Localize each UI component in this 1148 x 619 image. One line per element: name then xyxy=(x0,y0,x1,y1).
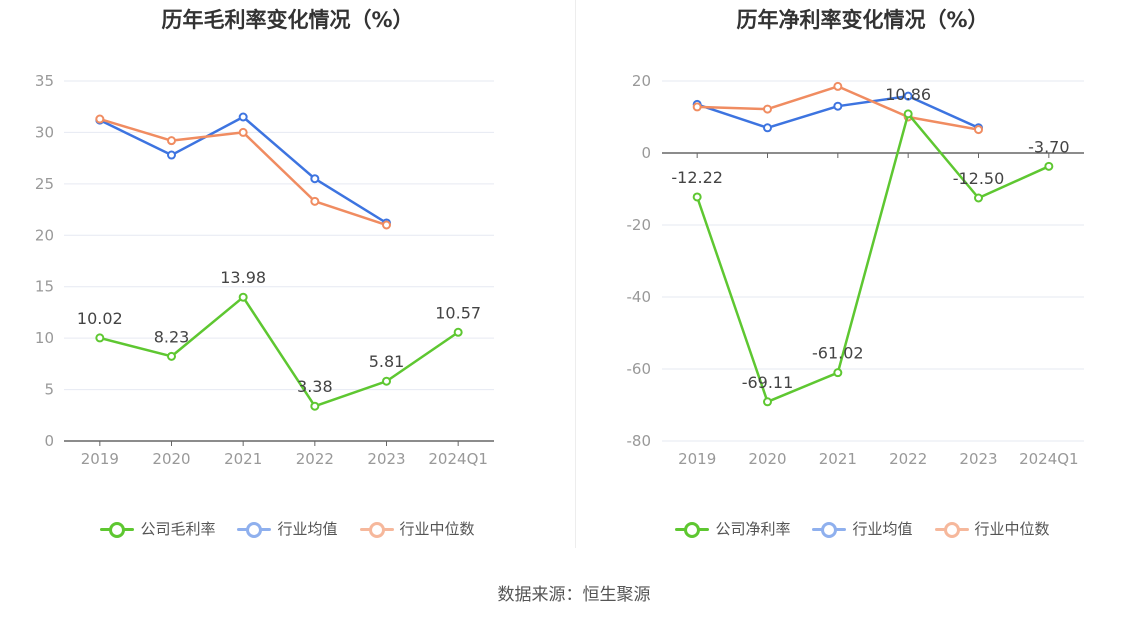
x-tick-label: 2019 xyxy=(81,450,119,468)
y-tick-label: 0 xyxy=(641,144,651,162)
data-point-median xyxy=(692,102,702,112)
data-point-company xyxy=(310,401,320,411)
x-tick-label: 2022 xyxy=(889,450,927,468)
legend-line-icon xyxy=(675,521,710,538)
data-point-company xyxy=(95,333,105,343)
data-point-median xyxy=(310,196,320,206)
data-point-avg xyxy=(903,91,913,101)
net-margin-chart: -80 -60 -40 -20 0 20 2019 2020 2021 2022 2023 2024Q… xyxy=(627,72,1084,468)
y-tick-label: 15 xyxy=(35,278,54,296)
legend-label: 公司毛利率 xyxy=(140,520,216,538)
legend-line-icon xyxy=(237,521,272,538)
legend: 公司净利率 行业均值 行业中位数 xyxy=(577,518,1148,539)
data-label: -61.02 xyxy=(812,344,864,363)
x-tick-label: 2020 xyxy=(152,450,190,468)
legend-line-icon xyxy=(100,521,135,538)
data-point-median xyxy=(833,81,843,91)
data-label: -12.22 xyxy=(671,168,723,187)
legend-item-company[interactable]: 公司毛利率 xyxy=(100,518,215,539)
legend-item-company[interactable]: 公司净利率 xyxy=(675,518,790,539)
legend-label: 行业均值 xyxy=(852,520,913,538)
data-point-avg xyxy=(238,112,248,122)
legend-label: 行业中位数 xyxy=(974,520,1050,538)
data-point-avg xyxy=(833,101,843,111)
legend-label: 行业均值 xyxy=(277,520,338,538)
data-point-company xyxy=(692,192,702,202)
x-tick-label: 2021 xyxy=(224,450,262,468)
legend-item-avg[interactable]: 行业均值 xyxy=(237,518,338,539)
y-tick-label: 20 xyxy=(632,72,651,90)
legend-item-median[interactable]: 行业中位数 xyxy=(359,518,475,539)
y-tick-label: 20 xyxy=(35,226,54,244)
data-label: 8.23 xyxy=(154,327,190,346)
legend-label: 公司净利率 xyxy=(715,520,791,538)
data-label: -69.11 xyxy=(742,373,794,392)
data-source-note: 数据来源：恒生聚源 xyxy=(497,585,651,605)
data-label: -12.50 xyxy=(953,169,1005,188)
panel-divider xyxy=(575,0,576,548)
data-point-company xyxy=(833,368,843,378)
y-tick-label: -20 xyxy=(627,216,652,234)
data-point-company xyxy=(1044,161,1054,171)
x-tick-label: 2024Q1 xyxy=(428,450,488,468)
y-tick-label: 10 xyxy=(35,329,54,347)
x-tick-label: 2023 xyxy=(959,450,997,468)
y-tick-label: 0 xyxy=(44,432,54,450)
gross-margin-chart-panel: 历年毛利率变化情况（%） 0 5 10 15 20 25 30 35 2019 2020 2021 2… xyxy=(0,0,575,560)
y-tick-label: 35 xyxy=(35,72,54,90)
data-label: 10.86 xyxy=(885,85,931,104)
data-label: 10.02 xyxy=(77,309,123,328)
x-tick-label: 2023 xyxy=(367,450,405,468)
y-tick-label: 25 xyxy=(35,175,54,193)
data-point-company xyxy=(238,292,248,302)
y-tick-label: -40 xyxy=(627,288,652,306)
y-tick-label: 30 xyxy=(35,123,54,141)
legend-item-avg[interactable]: 行业均值 xyxy=(812,518,913,539)
data-label: 3.38 xyxy=(297,377,333,396)
data-point-company xyxy=(167,351,176,361)
x-tick-label: 2024Q1 xyxy=(1019,450,1079,468)
data-point-company xyxy=(382,376,391,386)
legend-label: 行业中位数 xyxy=(399,520,475,538)
data-point-avg xyxy=(310,174,320,184)
data-point-avg xyxy=(167,150,176,160)
legend-item-median[interactable]: 行业中位数 xyxy=(934,518,1050,539)
data-point-median xyxy=(238,127,248,137)
data-point-company xyxy=(903,109,913,119)
series-line-company xyxy=(99,295,459,408)
data-label: -3.70 xyxy=(1028,137,1069,156)
legend-line-icon xyxy=(812,521,847,538)
net-margin-chart-panel: 历年净利率变化情况（%） -80 -60 -40 -20 0 20 2019 2020 2021… xyxy=(577,0,1148,560)
chart-title: 历年净利率变化情况（%） xyxy=(736,8,989,32)
chart-title: 历年毛利率变化情况（%） xyxy=(161,8,414,32)
y-tick-label: -80 xyxy=(627,432,652,450)
x-tick-label: 2020 xyxy=(748,450,786,468)
legend: 公司毛利率 行业均值 行业中位数 xyxy=(0,518,575,539)
y-tick-label: -60 xyxy=(627,360,652,378)
data-point-avg xyxy=(763,123,772,133)
data-point-median xyxy=(763,104,772,114)
data-point-median xyxy=(382,220,391,230)
data-point-median xyxy=(167,136,176,146)
data-point-company xyxy=(763,397,772,407)
legend-line-icon xyxy=(359,521,394,538)
data-label: 5.81 xyxy=(369,352,405,371)
gross-margin-chart: 0 5 10 15 20 25 30 35 2019 2020 2021 2022 2023 2024Q1… xyxy=(35,72,494,468)
x-tick-label: 2022 xyxy=(296,450,334,468)
series-line-company xyxy=(695,112,1050,404)
data-point-company xyxy=(974,193,983,203)
data-label: 10.57 xyxy=(435,303,481,322)
data-point-median xyxy=(95,114,105,124)
data-point-median xyxy=(974,125,983,135)
y-tick-label: 5 xyxy=(44,381,54,399)
legend-line-icon xyxy=(934,521,969,538)
x-tick-label: 2021 xyxy=(819,450,857,468)
data-point-company xyxy=(453,327,463,337)
data-label: 13.98 xyxy=(220,268,266,287)
x-tick-label: 2019 xyxy=(678,450,716,468)
